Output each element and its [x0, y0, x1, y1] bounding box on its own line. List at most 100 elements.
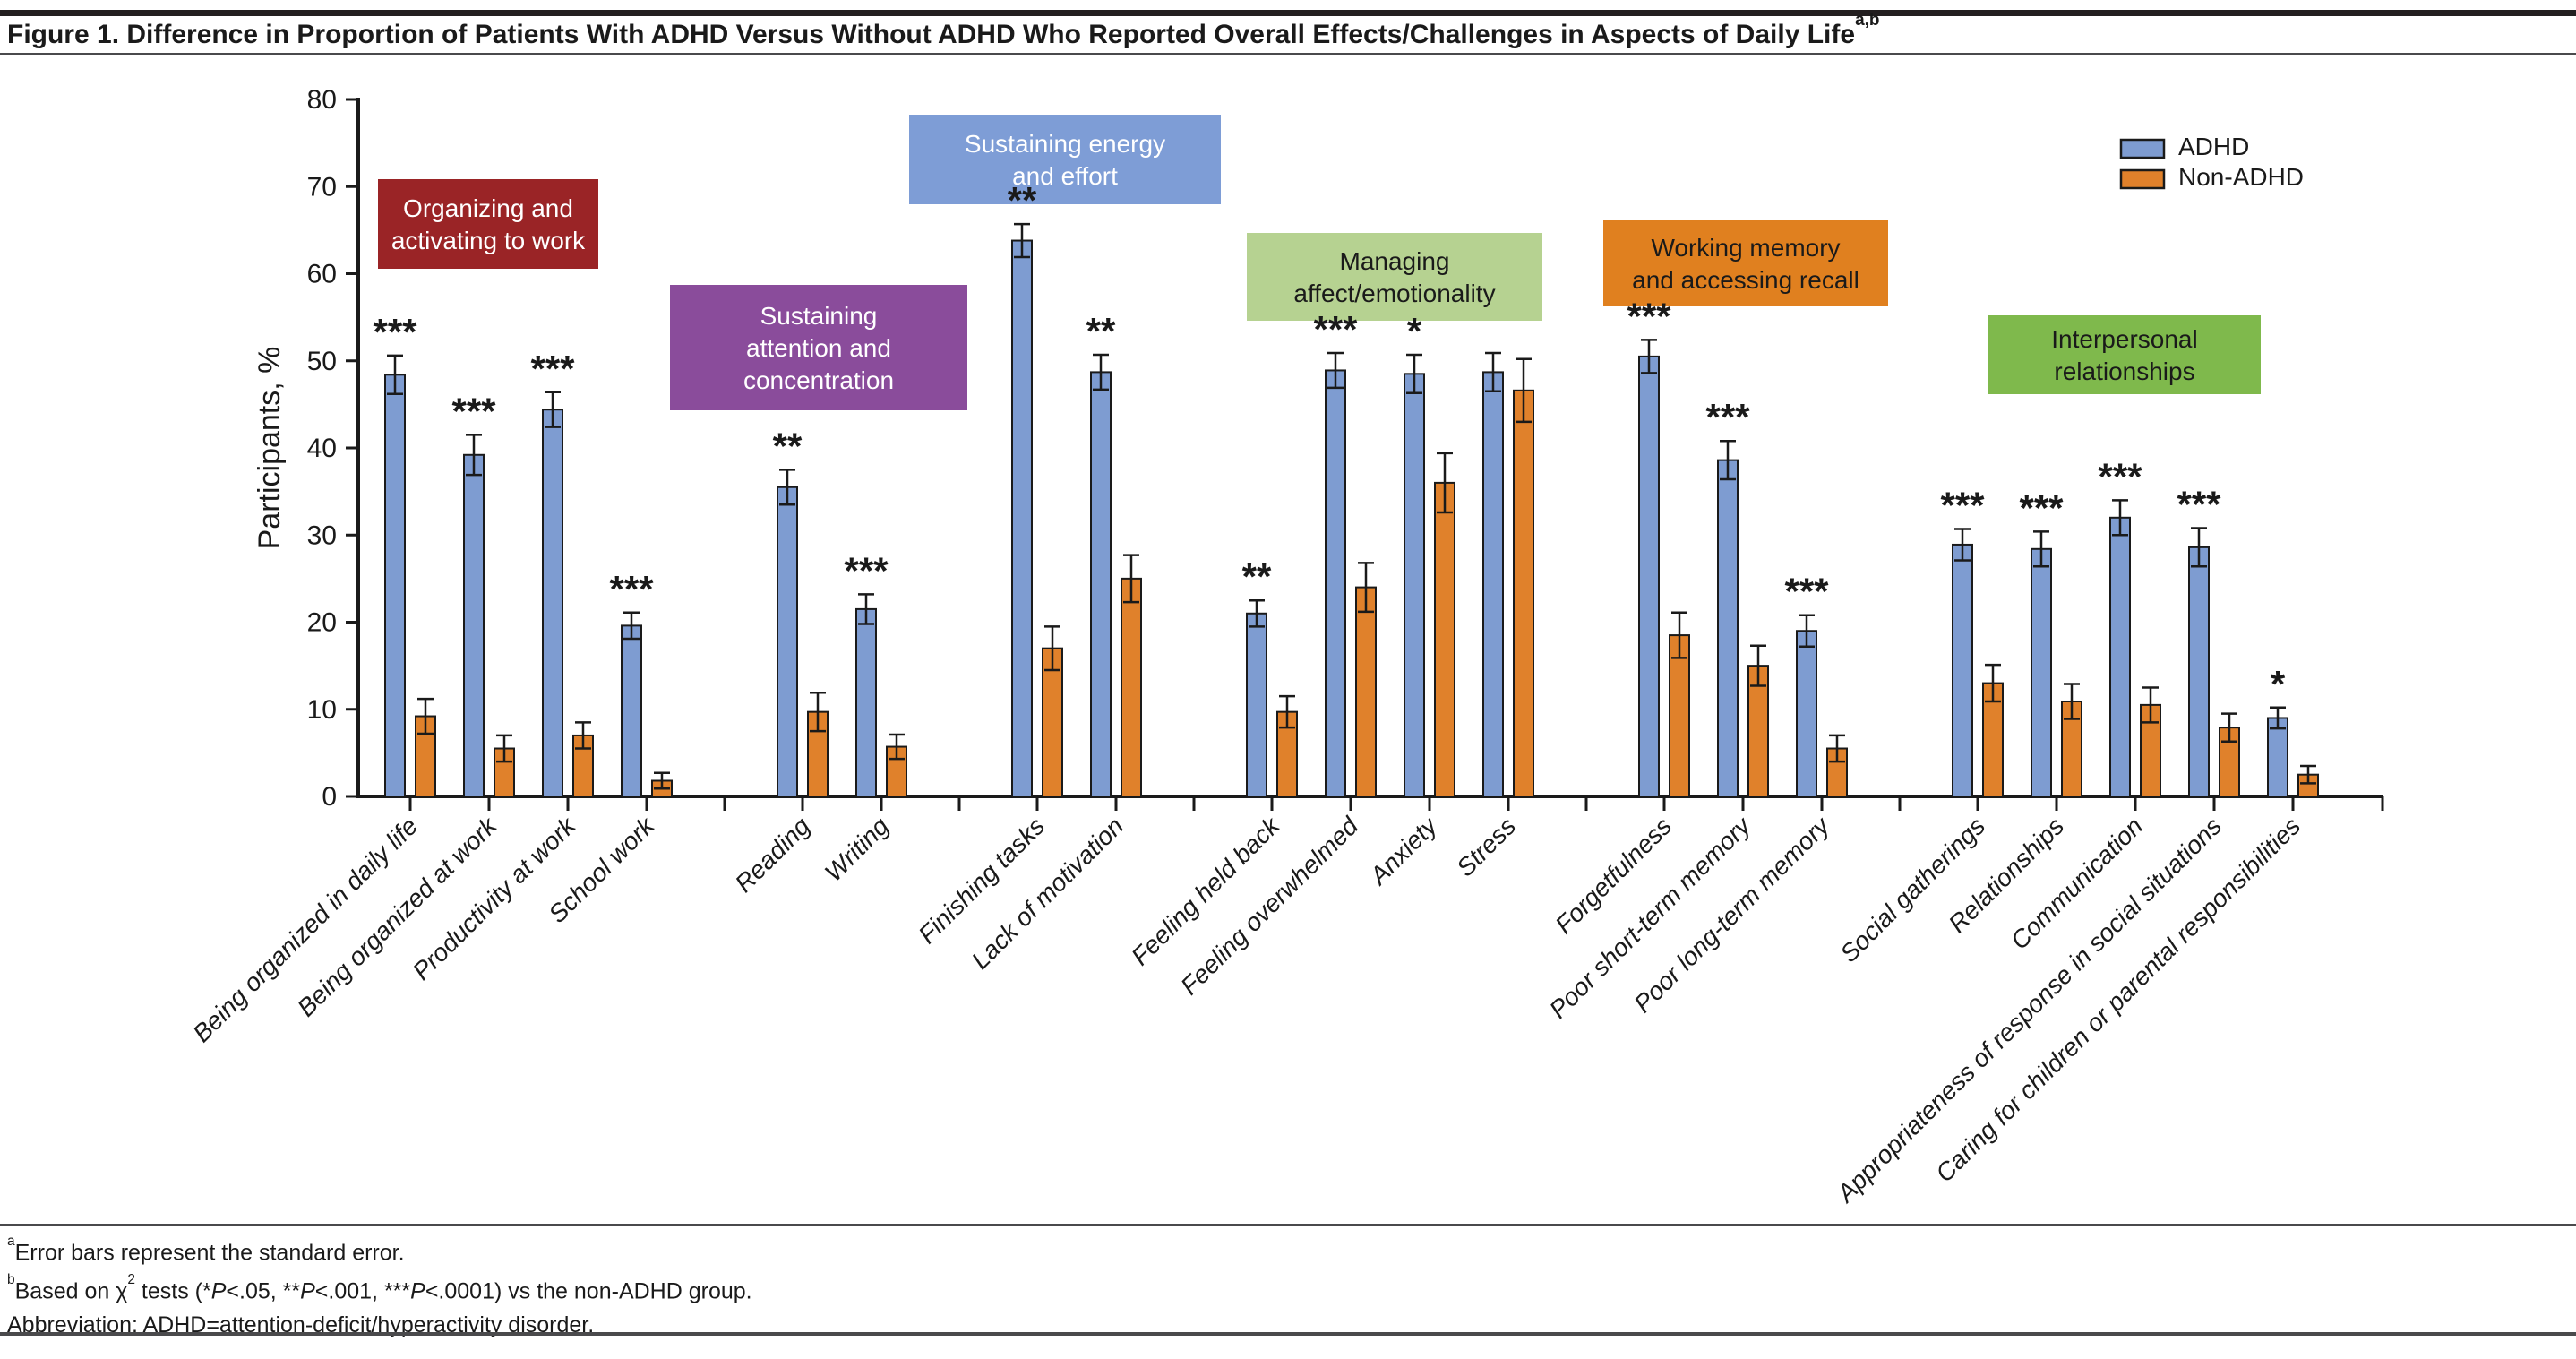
group-label: Sustaining attention and concentration — [743, 302, 894, 394]
significance-marker: *** — [844, 549, 889, 591]
x-category-label: Social gatherings — [1834, 812, 1990, 968]
adhd-bar — [1246, 612, 1267, 798]
significance-marker: *** — [2098, 455, 2142, 497]
group-label-box — [909, 115, 1221, 204]
adhd-bar — [1638, 355, 1660, 797]
x-category-label: Stress — [1451, 812, 1521, 882]
legend-label-adhd: ADHD — [2178, 133, 2249, 160]
significance-marker: *** — [609, 568, 654, 610]
significance-marker: *** — [451, 390, 496, 432]
footnote-abbreviation: Abbreviation: ADHD=attention-deficit/hyp… — [7, 1312, 595, 1337]
significance-marker: ** — [773, 425, 803, 467]
footnote-b-text: tests (* — [134, 1278, 211, 1304]
adhd-bar — [1011, 239, 1033, 798]
figure-title-superscript: a,b — [1855, 11, 1880, 30]
group-label-box — [378, 179, 598, 269]
adhd-bar — [463, 453, 485, 797]
y-tick-label: 20 — [307, 608, 337, 638]
footnotes: aError bars represent the standard error… — [7, 1231, 2426, 1342]
y-tick-label: 0 — [322, 782, 337, 812]
bottom-rule — [0, 1332, 2576, 1336]
footnote-b-marker: b — [7, 1272, 15, 1288]
x-category-label: Communication — [2005, 812, 2148, 954]
adhd-bar — [542, 409, 563, 797]
significance-marker: *** — [2019, 486, 2064, 529]
adhd-bar — [621, 624, 642, 798]
adhd-bar — [384, 374, 406, 797]
adhd-bar — [2267, 717, 2288, 797]
adhd-bar — [1090, 371, 1112, 797]
legend-swatch-non-adhd — [2119, 168, 2166, 190]
significance-marker: *** — [1627, 295, 1671, 337]
group-label: Working memory and accessing recall — [1632, 234, 1859, 294]
adhd-bar — [1952, 543, 1973, 797]
group-label-box — [1247, 233, 1542, 321]
footnote-a: aError bars represent the standard error… — [7, 1231, 2426, 1269]
y-tick-label: 30 — [307, 520, 337, 550]
significance-marker: * — [2271, 663, 2286, 705]
non-adhd-bar — [1669, 634, 1690, 798]
footnote-a-marker: a — [7, 1234, 15, 1250]
significance-marker: *** — [1940, 484, 1985, 526]
adhd-bar — [2031, 547, 2052, 797]
significance-marker: ** — [1242, 555, 1272, 598]
adhd-bar — [855, 607, 877, 797]
footnote-b: bBased on χ2 tests (*P<.05, **P<.001, **… — [7, 1269, 2426, 1308]
footnote-b-text: Based on χ — [14, 1278, 128, 1304]
adhd-bar — [1717, 459, 1739, 797]
x-category-label: Caring for children or parental responsi… — [1930, 812, 2306, 1187]
footnote-rule — [0, 1224, 2576, 1226]
y-tick-label: 40 — [307, 434, 337, 463]
group-label: Interpersonal relationships — [2051, 325, 2197, 385]
significance-marker: *** — [530, 348, 575, 390]
adhd-bar — [777, 486, 798, 797]
p-italic: P — [300, 1278, 315, 1304]
significance-marker: *** — [373, 311, 417, 353]
significance-marker: *** — [2177, 483, 2221, 525]
significance-marker: *** — [1313, 308, 1358, 350]
non-adhd-bar — [1121, 577, 1142, 797]
non-adhd-bar — [1513, 389, 1534, 797]
adhd-bar — [2109, 516, 2131, 797]
y-axis-title: Participants, % — [253, 347, 287, 550]
footnote-b-text: <.001, *** — [314, 1278, 411, 1304]
p-italic: P — [210, 1278, 227, 1304]
legend-swatch-adhd — [2119, 138, 2166, 159]
significance-marker: *** — [1705, 396, 1750, 438]
bar-chart: Organizing and activating to work Sustaini… — [187, 85, 2384, 1208]
p-italic: P — [410, 1278, 425, 1304]
x-category-label: Writing — [820, 812, 895, 887]
chi-squared-superscript: 2 — [127, 1272, 135, 1288]
figure-title-text: Figure 1. Difference in Proportion of Pa… — [7, 20, 1856, 49]
top-rule — [0, 10, 2576, 16]
significance-marker: * — [1407, 310, 1422, 352]
title-rule — [0, 53, 2576, 55]
x-category-label: Lack of motivation — [966, 812, 1129, 974]
adhd-bar — [1404, 373, 1425, 797]
footnote-a-text: Error bars represent the standard error. — [14, 1240, 405, 1266]
group-label: Managing affect/emotionality — [1293, 247, 1495, 307]
group-label-box — [1988, 315, 2261, 394]
group-label: Organizing and activating to work — [391, 194, 586, 254]
footnote-b-text: <.05, ** — [226, 1278, 301, 1304]
adhd-bar — [1325, 369, 1346, 797]
y-tick-label: 60 — [307, 260, 337, 289]
non-adhd-bar — [1434, 481, 1455, 798]
adhd-bar — [2188, 546, 2210, 797]
group-label-box — [670, 285, 967, 410]
x-category-label: Reading — [730, 812, 816, 898]
legend-label-non-adhd: Non-ADHD — [2178, 163, 2304, 191]
y-tick-label: 50 — [307, 347, 337, 376]
adhd-bar — [1796, 630, 1817, 797]
y-tick-label: 80 — [307, 85, 337, 115]
non-adhd-bar — [1355, 586, 1377, 797]
significance-marker: ** — [1008, 179, 1037, 221]
significance-marker: ** — [1086, 310, 1116, 352]
adhd-bar — [1482, 371, 1504, 797]
group-label: Sustaining energy and effort — [965, 130, 1165, 190]
significance-marker: *** — [1784, 571, 1829, 613]
footnote-b-text: <.0001) vs the non-ADHD group. — [425, 1278, 752, 1304]
x-category-label: Feeling held back — [1126, 811, 1286, 971]
group-label-box — [1603, 220, 1888, 306]
